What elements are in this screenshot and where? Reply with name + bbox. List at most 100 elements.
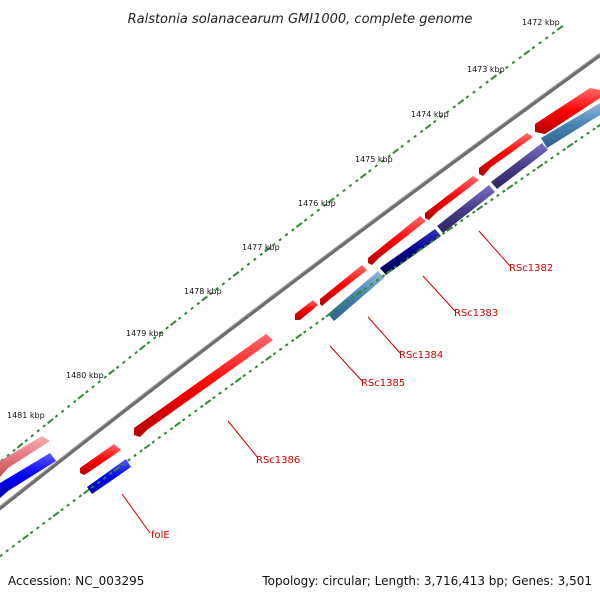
forward-cds-arrow[interactable] — [134, 334, 273, 437]
scale-tick — [472, 90, 476, 94]
scale-tick — [374, 164, 378, 168]
scale-tick — [248, 369, 253, 373]
scale-tick — [290, 338, 295, 343]
scale-tick — [85, 390, 89, 394]
kbp-label: 1475 kbp — [355, 155, 393, 164]
forward-cds-arrow[interactable] — [368, 216, 426, 265]
scale-tick — [439, 115, 443, 119]
scale-tick — [478, 85, 483, 89]
scale-tick — [115, 365, 120, 369]
gene-label-rsc1386[interactable]: RSc1386 — [256, 455, 300, 466]
scale-tick — [209, 291, 213, 296]
forward-cds-arrow[interactable] — [0, 436, 50, 477]
forward-cds-arrow[interactable] — [479, 133, 533, 176]
scale-tick — [381, 274, 386, 278]
gene-label-rsc1383[interactable]: RSc1383 — [454, 308, 498, 319]
scale-tick — [335, 193, 340, 198]
scale-tick — [254, 365, 259, 369]
gene-label-rsc1382[interactable]: RSc1382 — [509, 263, 553, 274]
scale-tick — [424, 123, 432, 130]
scale-tick — [127, 458, 131, 462]
scale-tick — [435, 235, 440, 240]
scale-tick — [121, 360, 126, 365]
scale-tick — [538, 41, 542, 45]
scale-tick — [5, 549, 9, 553]
scale-tick — [46, 418, 54, 425]
scale-tick — [327, 197, 335, 204]
scale-tick — [159, 331, 163, 335]
scale-tick — [303, 330, 307, 334]
scale-tick — [506, 184, 514, 190]
scale-tick — [445, 110, 450, 114]
scale-tick — [544, 160, 548, 164]
scale-tick — [380, 159, 385, 163]
scale-tick — [498, 70, 503, 75]
kbp-scale-labels: 1472 kbp 1473 kbp 1474 kbp 1475 kbp 1476… — [7, 18, 560, 420]
scale-tick — [345, 299, 349, 304]
scale-tick — [295, 333, 303, 340]
forward-cds-arrow[interactable] — [320, 265, 367, 306]
scale-tick — [476, 205, 484, 211]
gene-label-fole[interactable]: folE — [151, 530, 170, 541]
scale-tick — [54, 414, 59, 418]
gene-leader-line — [422, 275, 456, 312]
scale-tick — [284, 343, 289, 347]
scale-tick — [526, 172, 530, 177]
genome-backbone — [0, 53, 600, 511]
scale-tick — [511, 60, 516, 65]
gene-leader-line — [329, 345, 363, 382]
scale-tick — [586, 131, 590, 135]
scale-tick — [78, 494, 83, 498]
forward-cds-arrow[interactable] — [425, 176, 479, 220]
reverse-strand-track[interactable] — [0, 103, 600, 498]
scale-tick — [536, 163, 544, 170]
scale-tick — [323, 203, 327, 207]
scale-tick — [333, 308, 337, 312]
scale-tick — [556, 25, 564, 31]
scale-tick — [348, 183, 353, 188]
forward-cds-arrow[interactable] — [295, 300, 318, 320]
scale-tick — [544, 36, 549, 40]
scale-tick — [218, 391, 222, 395]
reverse-cds-bar[interactable] — [0, 453, 56, 498]
reverse-cds-bar[interactable] — [380, 229, 441, 275]
scale-tick — [201, 295, 208, 302]
scale-tick — [12, 448, 16, 453]
scale-tick — [315, 321, 319, 325]
scale-tick — [11, 544, 16, 548]
scale-tick — [121, 462, 125, 467]
reverse-cds-bar[interactable] — [491, 143, 548, 189]
forward-strand-track[interactable] — [0, 88, 600, 477]
scale-tick — [400, 144, 404, 148]
scale-tick — [465, 214, 470, 219]
scale-tick — [102, 476, 107, 480]
reverse-cds-bar[interactable] — [437, 185, 495, 233]
scale-tick — [0, 553, 3, 558]
scale-tick — [232, 271, 240, 277]
scale-tick — [22, 534, 29, 541]
scale-tick — [17, 539, 22, 544]
reverse-cds-bar[interactable] — [541, 103, 600, 148]
scale-tick — [174, 421, 181, 428]
inner-tick-track — [0, 123, 600, 558]
scale-tick — [321, 317, 325, 321]
scale-tick — [580, 135, 584, 140]
kbp-label: 1481 kbp — [7, 411, 45, 420]
forward-cds-arrow[interactable] — [535, 88, 600, 134]
scale-tick — [452, 105, 457, 109]
scale-tick — [405, 257, 410, 261]
scale-tick — [16, 442, 24, 449]
forward-cds-arrow[interactable] — [80, 444, 121, 475]
reverse-cds-bar[interactable] — [328, 271, 384, 321]
scale-tick — [556, 152, 560, 156]
scale-tick — [165, 326, 169, 330]
gene-label-rsc1384[interactable]: RSc1384 — [399, 350, 443, 361]
gene-leader-line — [478, 230, 511, 267]
scale-tick — [196, 301, 201, 306]
scale-tick — [490, 197, 494, 202]
scale-tick — [113, 466, 121, 472]
scale-tick — [453, 223, 458, 227]
scale-tick — [295, 222, 303, 228]
gene-label-rsc1385[interactable]: RSc1385 — [361, 378, 405, 389]
map-title: Ralstonia solanacearum GMI1000, complete… — [128, 12, 473, 27]
